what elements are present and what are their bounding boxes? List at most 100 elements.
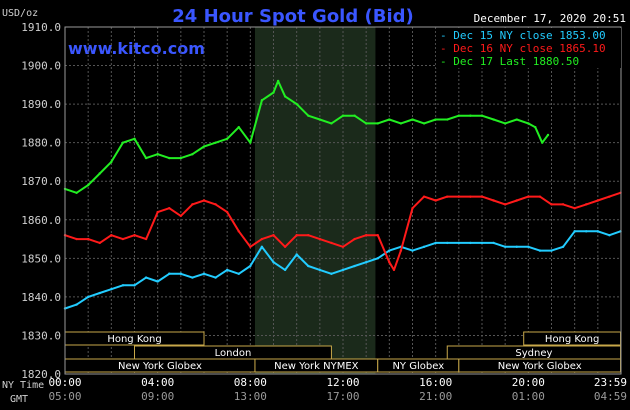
price-point — [550, 203, 553, 206]
y-tick-label: 1870.0 — [21, 175, 61, 188]
price-point — [110, 234, 113, 237]
session-label: New York Globex — [118, 361, 202, 372]
price-point — [515, 245, 518, 248]
price-point — [179, 214, 183, 218]
price-point — [237, 126, 240, 129]
price-point — [503, 122, 507, 125]
price-point — [133, 234, 136, 237]
price-point — [295, 102, 298, 106]
price-point — [388, 118, 391, 121]
price-point — [249, 141, 252, 144]
price-point — [86, 295, 90, 299]
price-point — [156, 153, 159, 156]
price-point — [121, 237, 125, 241]
price-point — [515, 118, 518, 121]
price-point — [596, 199, 600, 202]
price-point — [260, 245, 264, 248]
price-series-line-2 — [64, 191, 621, 271]
legend: - Dec 15 NY close 1853.00- Dec 16 NY clo… — [436, 28, 621, 68]
price-point — [168, 272, 171, 275]
price-point — [276, 79, 280, 83]
price-point — [283, 95, 287, 98]
price-point — [272, 260, 275, 264]
legend-entry: - Dec 17 Last 1880.50 — [440, 55, 579, 68]
session-label: Hong Kong — [545, 334, 599, 345]
y-tick-label: 1830.0 — [21, 329, 61, 342]
price-point — [283, 268, 287, 272]
price-point — [541, 141, 544, 144]
price-point — [353, 237, 356, 241]
x-axis-gmt-label: GMT — [10, 394, 28, 405]
price-point — [98, 291, 101, 295]
session-bar: New York Globex — [458, 358, 622, 373]
price-point — [411, 249, 414, 252]
session-bar: Hong Kong — [64, 331, 205, 346]
price-point — [144, 237, 148, 241]
price-point — [538, 195, 542, 198]
y-tick-label: 1840.0 — [21, 291, 61, 304]
price-point — [388, 260, 391, 264]
x-tick-label-ny: 12:00 — [326, 376, 359, 389]
price-point — [133, 137, 136, 141]
y-tick-label: 1900.0 — [21, 60, 61, 73]
price-point — [237, 230, 240, 233]
y-tick-label: 1850.0 — [21, 252, 61, 265]
price-point — [330, 122, 333, 125]
price-point — [596, 230, 600, 233]
price-point — [492, 241, 495, 245]
y-tick-label: 1880.0 — [21, 137, 61, 150]
session-bar: Hong Kong — [523, 331, 622, 346]
price-point — [469, 195, 472, 198]
price-point — [191, 203, 194, 206]
price-point — [364, 122, 368, 125]
price-point — [202, 145, 206, 148]
session-label: New York Globex — [498, 361, 582, 372]
site-watermark: www.kitco.com — [68, 39, 205, 58]
price-point — [225, 210, 229, 214]
price-point — [202, 272, 206, 275]
price-point — [515, 199, 518, 202]
session-bar: New York Globex — [64, 358, 256, 373]
price-point — [492, 118, 495, 121]
x-tick-label-gmt: 01:00 — [512, 390, 545, 403]
x-tick-label-ny: 20:00 — [512, 376, 545, 389]
x-tick-label-gmt: 05:00 — [48, 390, 81, 403]
legend-entry: - Dec 16 NY close 1865.10 — [440, 42, 606, 55]
price-point — [469, 114, 472, 117]
x-tick-label-ny: 08:00 — [234, 376, 267, 389]
x-tick-label-gmt: 04:59 — [594, 390, 627, 403]
price-point — [457, 195, 461, 198]
price-point — [98, 172, 101, 175]
x-tick-label-ny: 00:00 — [48, 376, 81, 389]
price-point — [260, 99, 264, 102]
price-point — [469, 241, 472, 245]
price-point — [538, 249, 542, 252]
price-point — [422, 245, 426, 248]
price-point — [422, 195, 426, 198]
y-tick-label: 1910.0 — [21, 21, 61, 34]
y-tick-label: 1820.0 — [21, 368, 61, 381]
price-point — [434, 199, 437, 202]
price-point — [75, 303, 78, 306]
price-point — [388, 249, 391, 252]
session-bar: NY Globex — [377, 358, 460, 373]
price-point — [191, 153, 194, 156]
price-point — [330, 241, 333, 245]
price-point — [86, 183, 90, 187]
price-point — [353, 264, 356, 268]
price-point — [341, 114, 345, 117]
x-tick-label-ny: 16:00 — [419, 376, 452, 389]
price-point — [422, 122, 426, 125]
price-point — [573, 230, 576, 233]
x-tick-label-ny: 23:59 — [594, 376, 627, 389]
price-point — [283, 245, 287, 248]
price-point — [318, 237, 322, 241]
session-bar: Sydney — [446, 345, 622, 360]
price-point — [503, 245, 507, 248]
price-point — [179, 272, 183, 275]
price-point — [446, 241, 449, 245]
price-point — [214, 141, 217, 144]
price-point — [573, 207, 576, 210]
price-point — [364, 234, 368, 237]
nymex-session-highlight — [254, 27, 376, 374]
